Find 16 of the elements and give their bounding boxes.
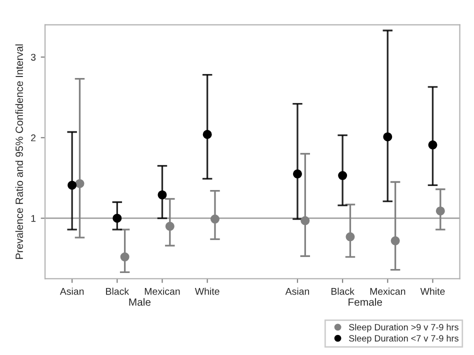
y-tick-label: 1 [31,215,36,222]
x-tick-label: White [194,288,220,295]
legend-label: Sleep Duration <7 v 7-9 hrs [349,334,458,344]
x-tick-label: Mexican [370,288,406,295]
text: Female [348,298,382,306]
x-tick-label: Black [106,288,130,295]
y-tick-label: 3 [30,54,36,61]
x-tick-label: Asian [285,288,310,295]
y-axis-title: Prevalence Ratio and 95% Confidence Interval [15,44,23,259]
x-tick-label: Black [331,288,354,295]
x-tick-label: White [420,288,445,295]
x-tick-label: Mexican [144,288,180,295]
text: Male [129,298,151,306]
x-tick-label: Asian [60,288,84,295]
y-tick-label: 2 [31,134,36,142]
legend-label: Sleep Duration >9 v 7-9 hrs [349,324,458,332]
